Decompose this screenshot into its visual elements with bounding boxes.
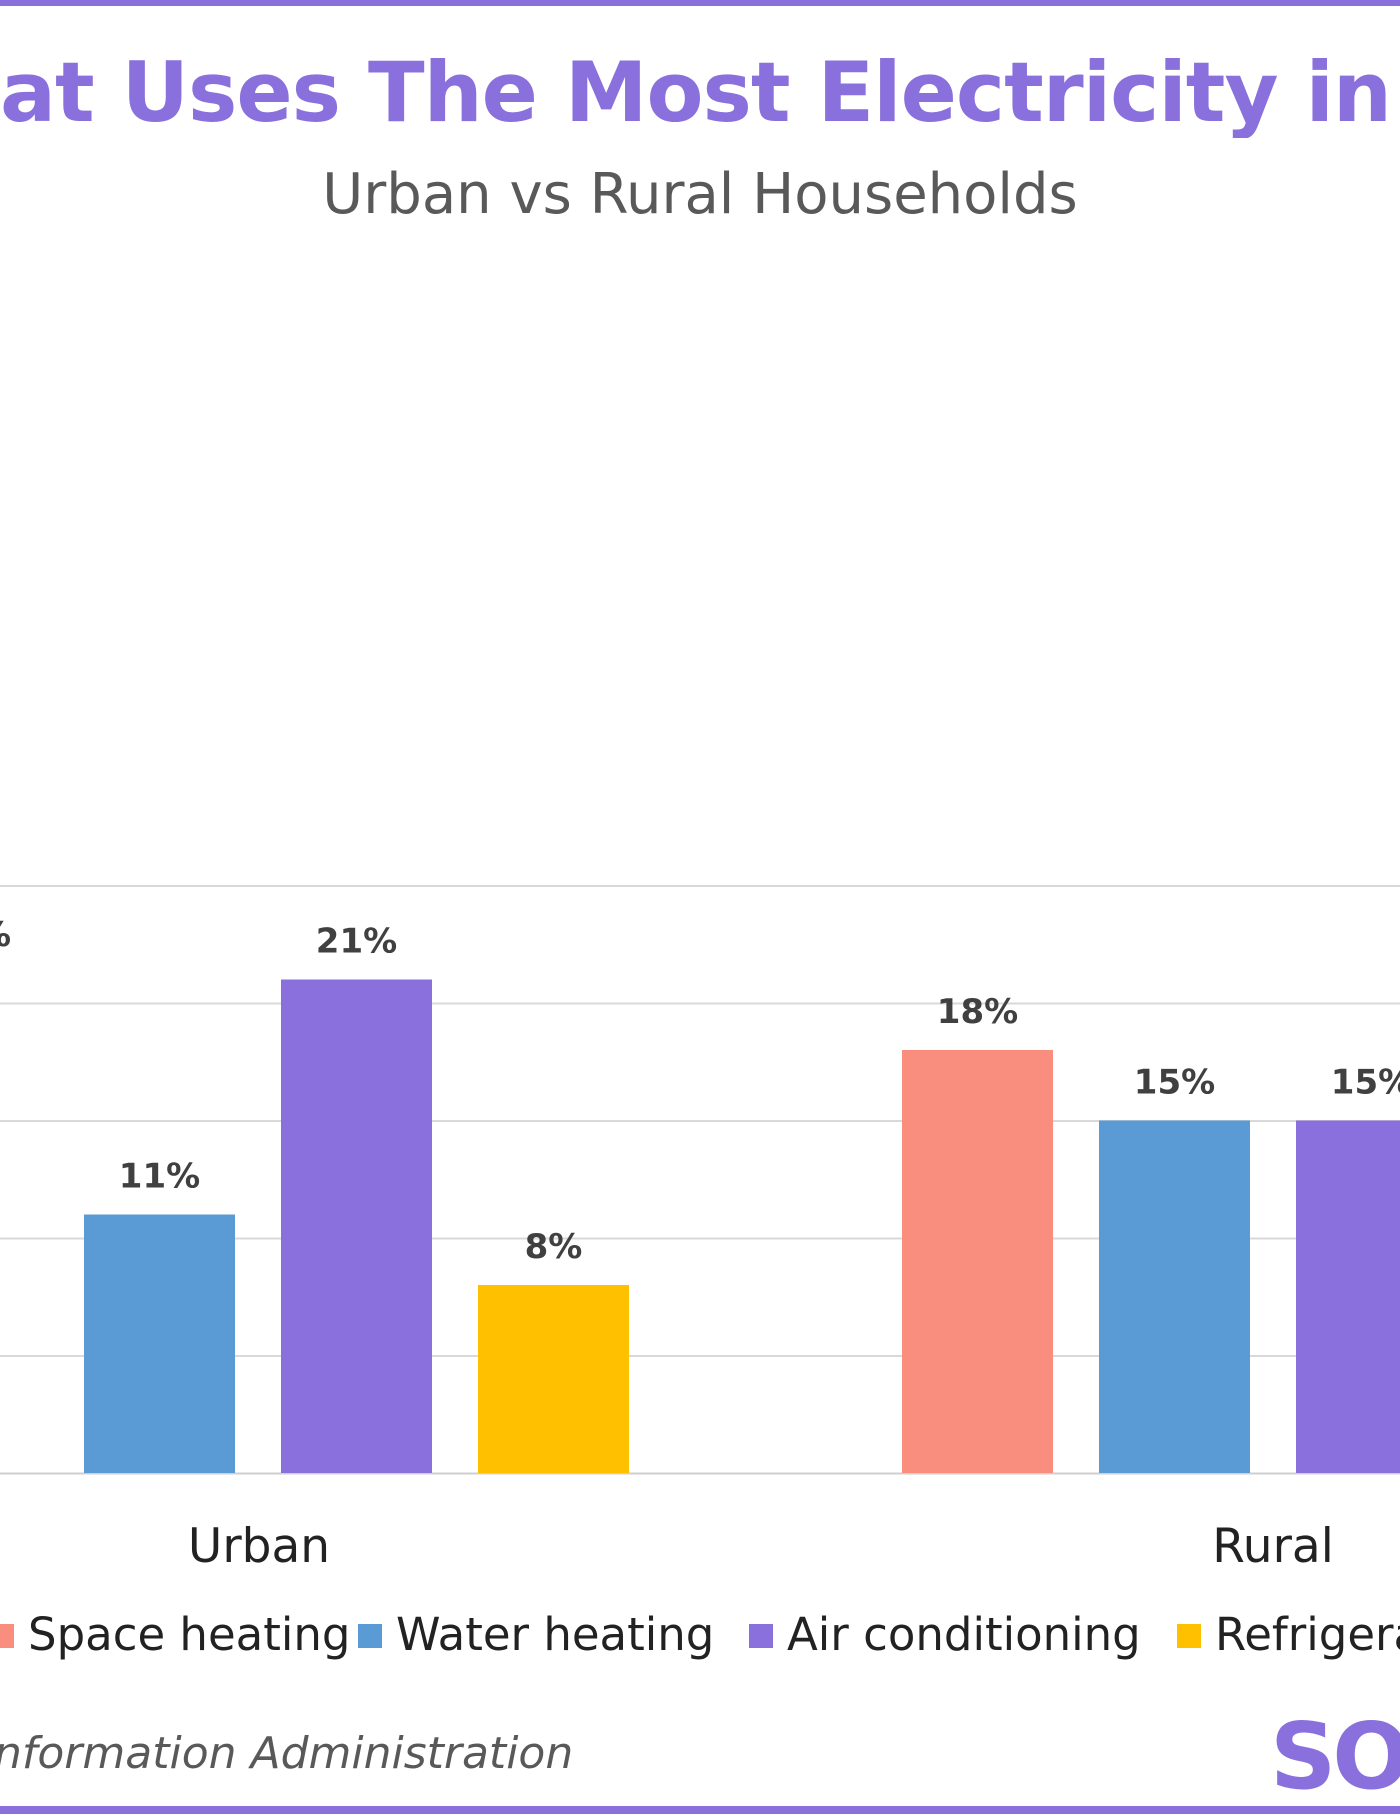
- legend-item-air-conditioning: Air conditioning: [749, 1603, 1141, 1667]
- legend-swatch-water-heating: [358, 1624, 382, 1648]
- bar-refrigera: [478, 1285, 629, 1473]
- top-border: [0, 0, 1400, 6]
- legend-swatch-refrigeration: [1177, 1624, 1201, 1648]
- bar-water-heating: [84, 1214, 235, 1473]
- data-label: 15%: [1331, 1063, 1400, 1103]
- chart-subtitle: Urban vs Rural Households: [322, 162, 1078, 227]
- legend-swatch-air-conditioning: [749, 1624, 773, 1648]
- legend-item-refrigeration: Refrigera: [1177, 1603, 1400, 1667]
- data-label-cropped: %: [0, 915, 11, 955]
- category-label: Urban: [188, 1519, 330, 1574]
- legend-label-refrigeration: Refrigera: [1215, 1608, 1400, 1661]
- legend-label-air-conditioning: Air conditioning: [787, 1608, 1141, 1661]
- legend-label-space-heating: Space heating: [28, 1608, 351, 1661]
- data-label: 15%: [1134, 1063, 1215, 1103]
- legend-item-water-heating: Water heating: [358, 1603, 714, 1667]
- data-label: 8%: [525, 1227, 583, 1267]
- bar-air-conditioning: [281, 979, 432, 1473]
- bar-air-conditioning: [1296, 1120, 1400, 1473]
- legend-item-space-heating: Space heating: [0, 1603, 350, 1667]
- category-label: Rural: [1212, 1519, 1334, 1574]
- data-label: 21%: [316, 922, 397, 962]
- brand-logo: SO: [1270, 1703, 1400, 1810]
- bar-space-heating: [902, 1050, 1053, 1473]
- legend-swatch-space-heating: [0, 1624, 14, 1648]
- data-label: 18%: [937, 992, 1018, 1032]
- data-label: 11%: [119, 1157, 200, 1197]
- legend-label-water-heating: Water heating: [396, 1608, 715, 1661]
- chart-title: at Uses The Most Electricity in a Hon: [0, 48, 1400, 138]
- source-note: nformation Administration: [0, 1728, 574, 1779]
- chart-legend: Space heating Water heating Air conditio…: [0, 1603, 1400, 1667]
- bar-water-heating: [1099, 1120, 1250, 1473]
- bottom-border: [0, 1806, 1400, 1814]
